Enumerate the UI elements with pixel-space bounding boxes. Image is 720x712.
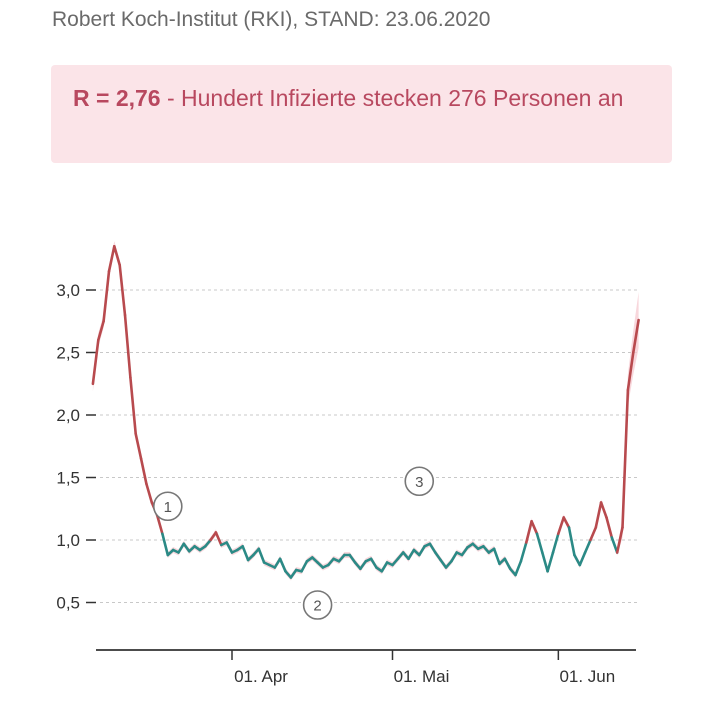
line-segment bbox=[273, 557, 282, 569]
line-segment bbox=[503, 557, 512, 571]
line-segment bbox=[391, 557, 400, 567]
line-segment bbox=[573, 553, 582, 567]
line-segment bbox=[139, 457, 148, 486]
line-segment bbox=[428, 542, 437, 554]
line-segment bbox=[460, 546, 469, 557]
line-segment bbox=[337, 553, 346, 563]
y-tick-label: 1,0 bbox=[56, 531, 80, 550]
confidence-band bbox=[92, 241, 639, 581]
y-axis: 3,0 2,5 2,0 1,5 1,0 0,5 bbox=[56, 281, 96, 613]
r-value-banner: R = 2,76 - Hundert Infizierte stecken 27… bbox=[51, 65, 672, 163]
line-segment bbox=[450, 551, 459, 563]
line-segment bbox=[91, 338, 100, 386]
line-segment bbox=[583, 538, 592, 554]
line-segment bbox=[605, 516, 614, 539]
line-segment bbox=[284, 569, 293, 579]
line-segment bbox=[551, 532, 560, 554]
line-segment bbox=[123, 313, 132, 379]
line-segment bbox=[535, 532, 544, 554]
line-segment bbox=[145, 482, 154, 504]
line-segment bbox=[407, 548, 416, 561]
y-tick-label: 0,5 bbox=[56, 594, 80, 613]
annotation-marker bbox=[404, 466, 435, 497]
line-segment bbox=[300, 559, 309, 573]
line-segment bbox=[540, 551, 549, 573]
line-segment bbox=[589, 526, 598, 542]
annotation-marker bbox=[153, 491, 183, 522]
x-tick-label: 01. Jun bbox=[559, 667, 615, 686]
y-tick-label: 2,0 bbox=[56, 406, 80, 425]
line-segment bbox=[214, 531, 223, 547]
line-segment bbox=[578, 551, 587, 567]
annotations: 1 2 3 bbox=[153, 466, 435, 620]
y-tick-label: 1,5 bbox=[56, 469, 80, 488]
line-segment bbox=[118, 263, 127, 317]
line-segment bbox=[225, 541, 234, 554]
line-segment bbox=[599, 501, 608, 519]
line-segment bbox=[556, 516, 566, 536]
line-segment bbox=[134, 432, 143, 461]
x-tick-label: 01. Mai bbox=[394, 667, 450, 686]
annotation-number: 1 bbox=[164, 499, 172, 516]
line-segment bbox=[439, 558, 448, 569]
source-line: Robert Koch-Institut (RKI), STAND: 23.06… bbox=[52, 8, 491, 31]
line-segment bbox=[610, 536, 619, 554]
line-segment bbox=[369, 557, 378, 569]
line-segment bbox=[626, 351, 635, 392]
line-segment bbox=[359, 559, 368, 571]
line-segment bbox=[289, 568, 298, 579]
r-value-description: - Hundert Infizierte stecken 276 Persone… bbox=[160, 85, 624, 111]
line-segment bbox=[401, 551, 410, 561]
annotation-number: 3 bbox=[415, 474, 423, 491]
y-tick-label: 3,0 bbox=[56, 281, 80, 300]
gridlines bbox=[100, 289, 640, 603]
line-segment bbox=[519, 541, 528, 563]
x-axis: 01. Apr 01. Mai 01. Jun bbox=[96, 649, 636, 686]
line-segment bbox=[257, 547, 266, 564]
line-segment bbox=[615, 526, 624, 554]
line-segment bbox=[514, 559, 523, 577]
x-tick-label: 01. Apr bbox=[234, 667, 288, 686]
line-segment bbox=[444, 559, 453, 569]
line-segment bbox=[348, 553, 357, 564]
line-segment bbox=[524, 519, 533, 544]
line-segment bbox=[396, 551, 405, 561]
line-segment bbox=[380, 561, 389, 573]
line-segment bbox=[567, 526, 576, 557]
line-segment bbox=[417, 544, 426, 557]
line-segment bbox=[631, 318, 640, 354]
annotation-number: 2 bbox=[313, 598, 321, 615]
line-segment bbox=[594, 501, 603, 529]
annotation-marker bbox=[302, 590, 333, 620]
line-segment bbox=[102, 269, 111, 323]
r-value-line bbox=[91, 245, 640, 579]
line-segment bbox=[278, 557, 287, 573]
line-segment bbox=[353, 561, 362, 571]
r-value: R = 2,76 bbox=[73, 85, 161, 111]
line-segment bbox=[433, 551, 442, 562]
line-segment bbox=[241, 544, 250, 562]
line-segment bbox=[107, 245, 116, 273]
line-segment bbox=[482, 544, 491, 554]
line-segment bbox=[161, 532, 170, 557]
line-segment bbox=[562, 516, 571, 529]
y-tick-label: 2,5 bbox=[56, 344, 80, 363]
line-segment bbox=[546, 551, 555, 573]
line-segment bbox=[530, 519, 539, 536]
line-segment bbox=[97, 319, 105, 342]
uncertainty-band bbox=[92, 241, 639, 581]
line-segment bbox=[492, 547, 501, 566]
line-segment bbox=[113, 245, 121, 267]
line-segment bbox=[209, 531, 218, 542]
line-segment bbox=[182, 542, 191, 553]
line-segment bbox=[177, 542, 186, 554]
line-segment bbox=[621, 388, 630, 529]
line-segment bbox=[155, 513, 164, 536]
line-segment bbox=[129, 376, 137, 436]
line-segment bbox=[204, 538, 212, 548]
line-segment bbox=[326, 557, 335, 567]
